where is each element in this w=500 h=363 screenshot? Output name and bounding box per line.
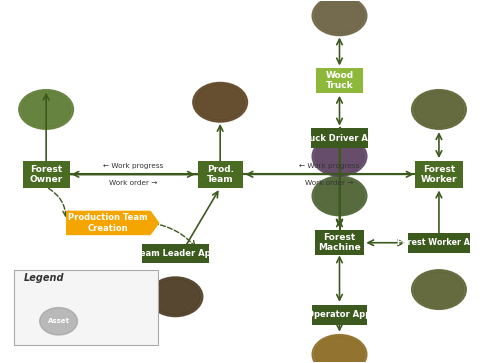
Polygon shape (88, 311, 147, 330)
Text: Production Team
Creation: Production Team Creation (68, 213, 148, 233)
Text: ← Work progress: ← Work progress (103, 163, 164, 169)
Text: Digital
Twin: Digital Twin (44, 287, 73, 306)
Text: Operator App: Operator App (308, 310, 372, 319)
Text: Forest
Owner: Forest Owner (30, 164, 63, 184)
FancyBboxPatch shape (98, 284, 128, 299)
Text: Forest Worker App: Forest Worker App (396, 238, 481, 247)
Circle shape (22, 91, 71, 127)
Circle shape (312, 335, 367, 363)
Circle shape (414, 272, 464, 307)
Circle shape (312, 136, 367, 176)
Circle shape (150, 279, 200, 315)
FancyBboxPatch shape (14, 270, 158, 346)
Text: Asset: Asset (48, 318, 70, 324)
Circle shape (314, 138, 364, 174)
Text: Legend: Legend (24, 273, 64, 282)
Polygon shape (66, 211, 160, 235)
Text: Work order →: Work order → (109, 180, 158, 185)
Text: Software
Service: Software Service (94, 310, 133, 330)
FancyBboxPatch shape (22, 161, 70, 188)
FancyBboxPatch shape (316, 68, 363, 93)
Text: Team Leader App: Team Leader App (134, 249, 216, 258)
Circle shape (196, 84, 245, 120)
Circle shape (312, 0, 367, 36)
Circle shape (314, 0, 364, 34)
Text: Forest
Worker: Forest Worker (420, 164, 457, 184)
FancyBboxPatch shape (408, 233, 470, 253)
Circle shape (314, 178, 364, 214)
Text: Work order →: Work order → (306, 180, 354, 185)
Text: Truck Driver App: Truck Driver App (300, 134, 380, 143)
Text: Wood
Truck: Wood Truck (326, 71, 353, 90)
Circle shape (412, 270, 467, 309)
Circle shape (412, 90, 467, 129)
FancyBboxPatch shape (312, 305, 367, 325)
Circle shape (414, 91, 464, 127)
Circle shape (193, 82, 248, 122)
Text: ← Work progress: ← Work progress (300, 163, 360, 169)
Text: App: App (105, 287, 122, 296)
FancyBboxPatch shape (314, 231, 364, 255)
Circle shape (148, 277, 203, 317)
Circle shape (19, 90, 74, 129)
Circle shape (312, 176, 367, 216)
Circle shape (40, 307, 78, 335)
FancyBboxPatch shape (416, 161, 463, 188)
FancyBboxPatch shape (142, 244, 209, 264)
Text: Prod.
Team: Prod. Team (206, 164, 234, 184)
Circle shape (314, 337, 364, 363)
FancyBboxPatch shape (311, 129, 368, 148)
FancyBboxPatch shape (41, 288, 76, 305)
FancyBboxPatch shape (198, 161, 242, 188)
Text: Forest
Machine: Forest Machine (318, 233, 361, 252)
